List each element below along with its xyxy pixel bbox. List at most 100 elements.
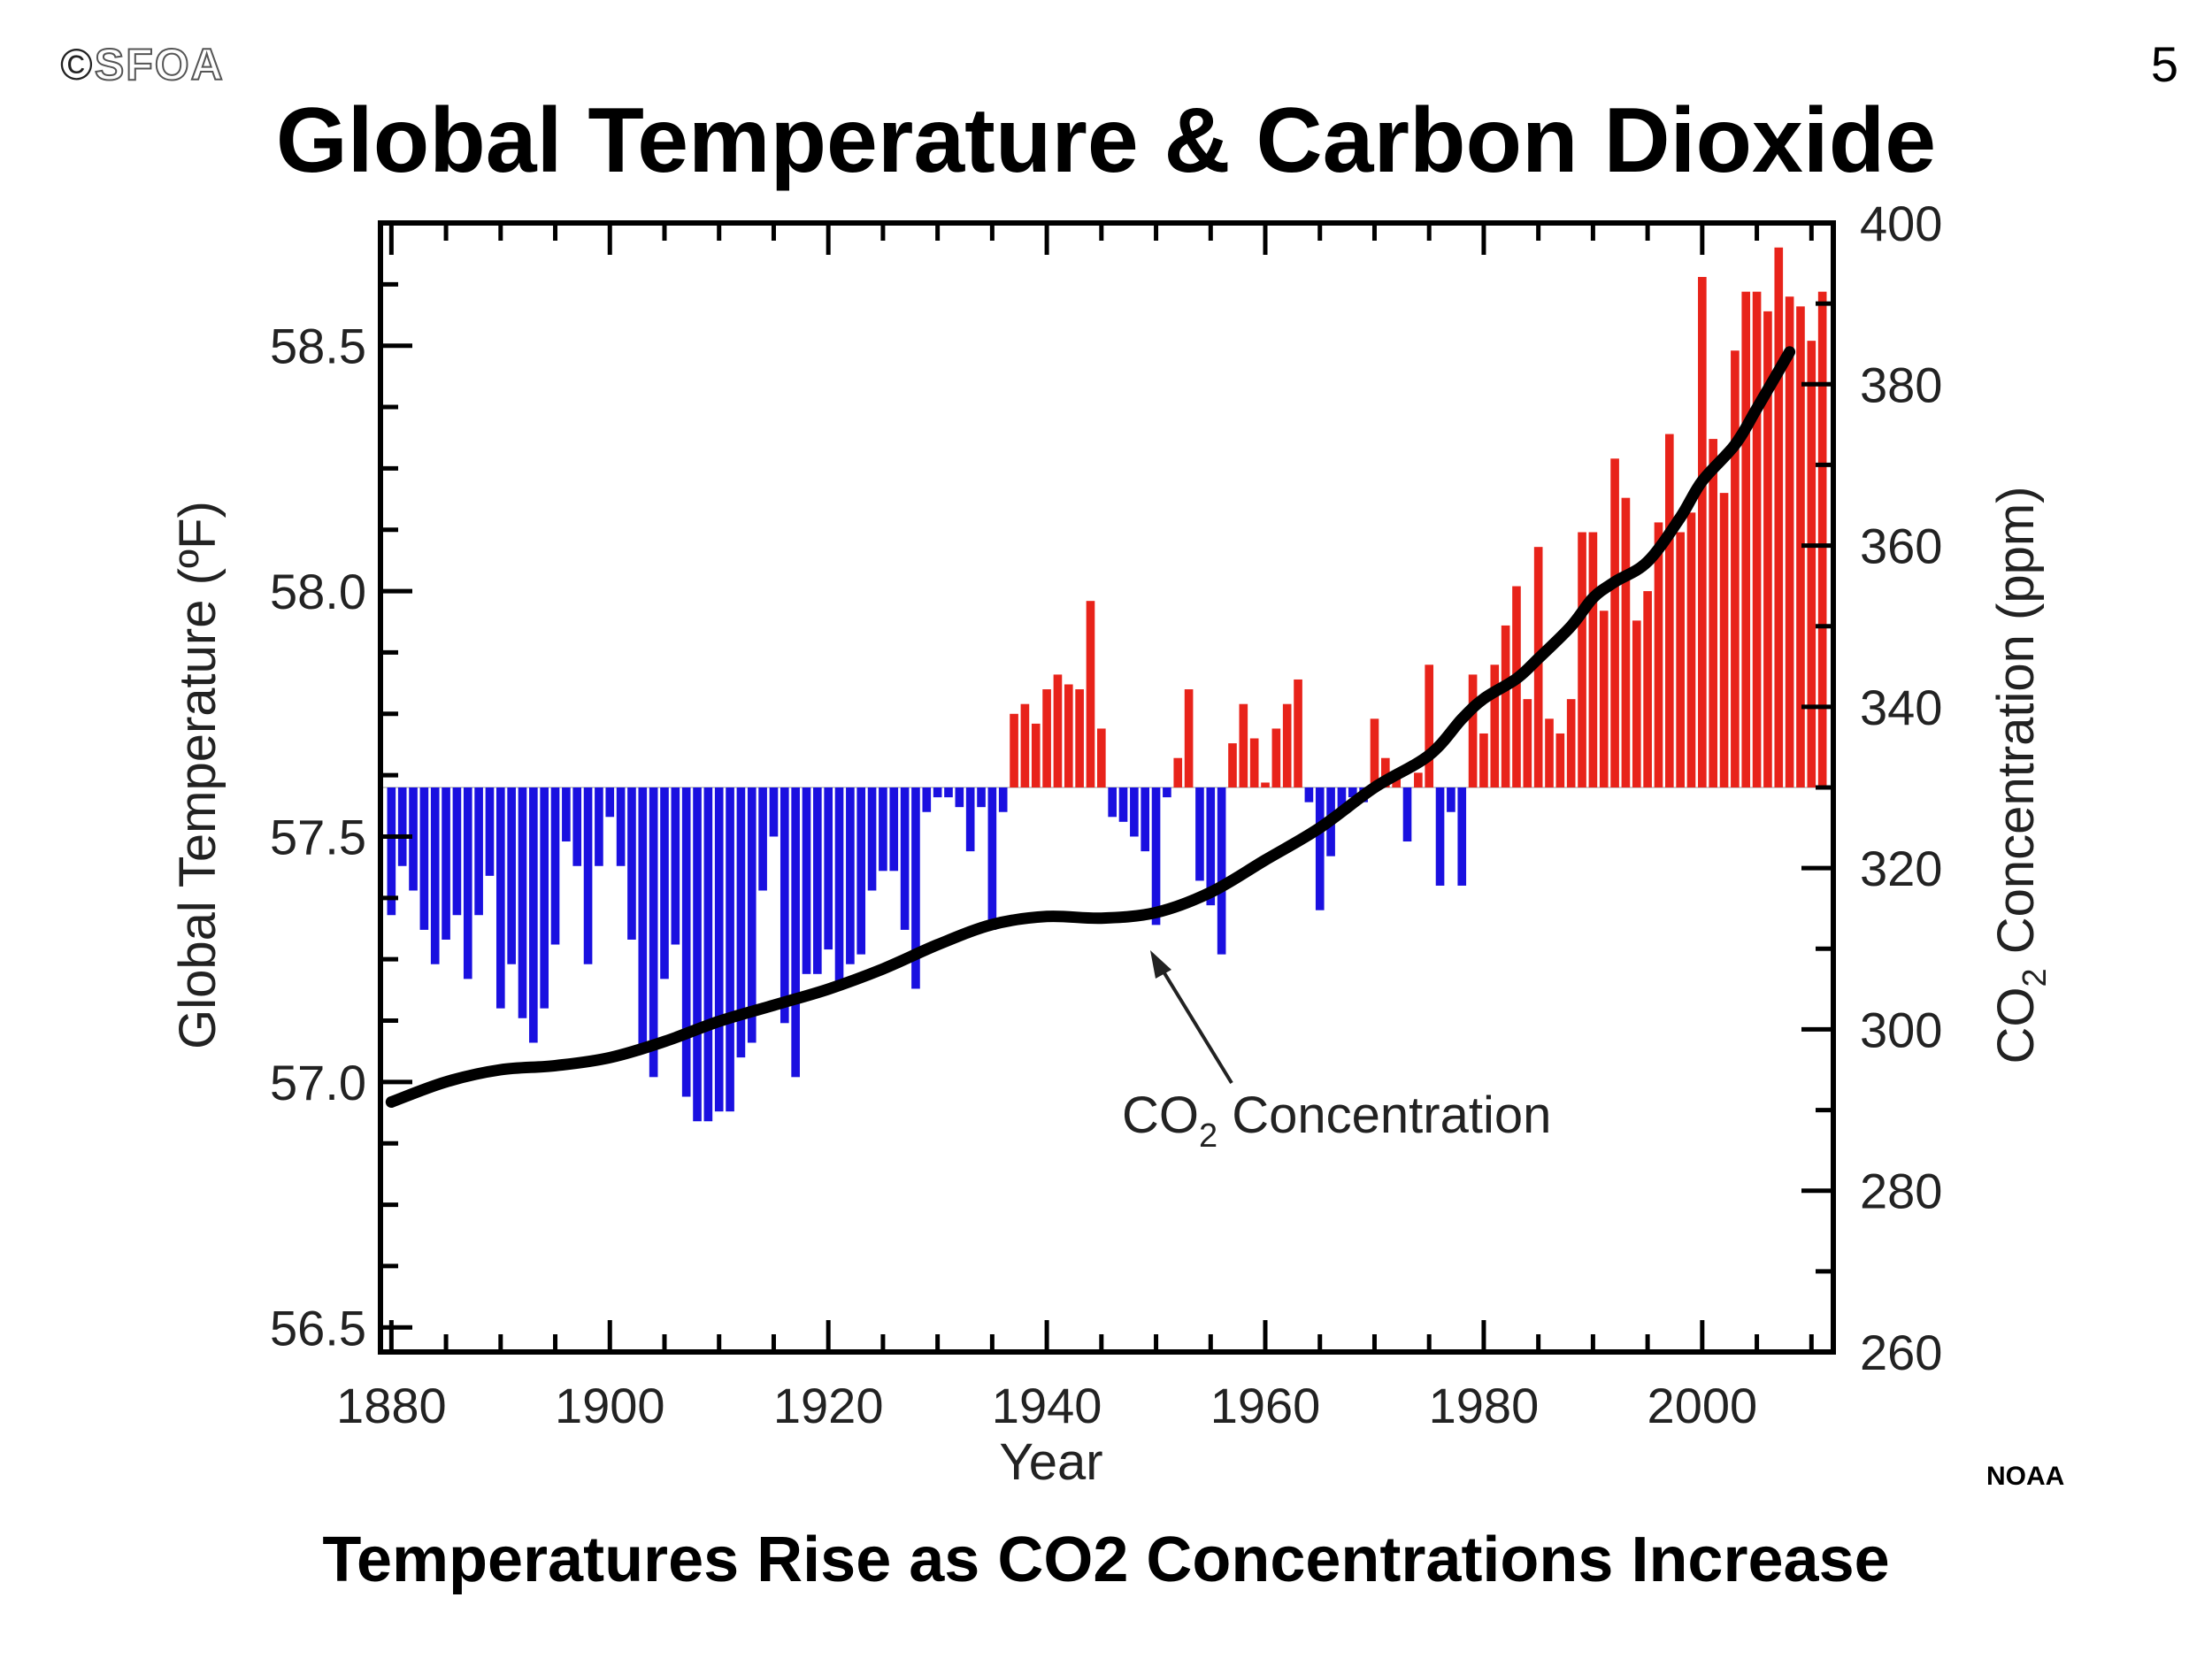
temp-bar-2010	[1807, 341, 1816, 787]
temp-bar-2011	[1817, 291, 1827, 787]
temp-bar-1896	[562, 787, 571, 842]
temp-bar-1924	[867, 787, 877, 891]
temp-bar-1961	[1271, 728, 1281, 787]
temp-bar-1942	[1064, 684, 1073, 787]
temp-bar-1927	[900, 787, 910, 930]
temp-bar-1964	[1304, 787, 1314, 803]
x-tick-label-1960: 1960	[1210, 1378, 1321, 1433]
temp-bar-1982	[1501, 625, 1510, 787]
temp-bar-1943	[1075, 689, 1084, 787]
temp-bar-1967	[1337, 787, 1347, 812]
temp-bar-1991	[1599, 611, 1609, 787]
temp-bar-1954	[1195, 787, 1204, 881]
y2-tick-label-300: 300	[1860, 1002, 1942, 1057]
temp-bar-1900	[605, 787, 615, 818]
y-tick-label-57.0: 57.0	[270, 1055, 366, 1110]
temp-bar-1913	[747, 787, 757, 1043]
co2-annotation-prefix: CO	[1122, 1087, 1199, 1144]
annotation-arrow	[1157, 963, 1233, 1085]
temp-bar-1883	[419, 787, 429, 930]
temp-bar-1880	[387, 787, 396, 916]
page-number: 5	[2150, 36, 2178, 92]
y-axis-title: Global Temperature (ºF)	[169, 501, 227, 1049]
temp-bar-1904	[649, 787, 658, 1078]
temp-bar-1992	[1610, 458, 1619, 787]
temp-bar-1993	[1621, 497, 1631, 787]
co2-concentration-line	[385, 346, 1796, 1108]
temp-bar-1953	[1184, 689, 1194, 787]
temp-bar-1998	[1676, 532, 1685, 787]
temp-bar-1962	[1282, 703, 1292, 787]
temp-bar-1929	[922, 787, 932, 812]
y2-tick-label-340: 340	[1860, 680, 1942, 735]
y-tick-label-58.5: 58.5	[270, 319, 366, 374]
x-tick-label-2000: 2000	[1647, 1378, 1758, 1433]
x-tick-label-1980: 1980	[1429, 1378, 1540, 1433]
temp-bar-2002	[1719, 493, 1729, 787]
temp-bar-1910	[714, 787, 724, 1112]
temp-bar-1983	[1512, 586, 1521, 787]
temp-bar-1948	[1130, 787, 1139, 837]
temp-bar-1947	[1118, 787, 1128, 822]
temp-bar-2001	[1709, 439, 1718, 787]
temp-bar-1963	[1294, 679, 1302, 787]
temp-bar-1984	[1523, 699, 1532, 787]
temp-bar-1936	[998, 787, 1008, 812]
temp-bar-1997	[1665, 434, 1674, 787]
y2-axis-title: CO2 Concentration (ppm)	[1987, 487, 2054, 1064]
page-title: Global Temperature & Carbon Dioxide	[275, 89, 1937, 192]
x-tick-label-1920: 1920	[773, 1378, 884, 1433]
temp-bar-1888	[474, 787, 483, 916]
x-tick-label-1940: 1940	[992, 1378, 1102, 1433]
temp-bar-1990	[1588, 532, 1598, 787]
y2-axis-title-suffix: Concentration (ppm)	[1987, 487, 2045, 969]
x-axis-title: Year	[999, 1433, 1102, 1491]
y2-tick-label-360: 360	[1860, 518, 1942, 574]
temp-bar-1944	[1086, 601, 1095, 787]
temp-bar-1994	[1632, 620, 1641, 787]
y2-tick-label-380: 380	[1860, 357, 1942, 412]
temp-bar-1889	[485, 787, 495, 876]
y-tick-label-56.5: 56.5	[270, 1300, 366, 1356]
temp-bar-1935	[987, 787, 997, 930]
temp-bar-1978	[1457, 787, 1467, 886]
temp-bar-1917	[791, 787, 800, 1078]
axes	[378, 220, 1836, 1355]
temp-bar-1905	[660, 787, 669, 979]
y2-tick-label-400: 400	[1860, 196, 1942, 251]
temp-bar-1890	[495, 787, 505, 1009]
temp-bar-1939	[1031, 723, 1041, 787]
temp-bar-1891	[507, 787, 516, 964]
temp-bar-1933	[965, 787, 975, 852]
temp-bar-1895	[550, 787, 560, 945]
x-tick-label-1900: 1900	[555, 1378, 665, 1433]
copyright-mark: ©SFOA	[60, 39, 225, 90]
temp-bar-1907	[681, 787, 691, 1097]
temp-bar-1995	[1643, 591, 1652, 787]
temp-bar-1903	[638, 787, 648, 1053]
temp-bar-2006	[1763, 311, 1772, 787]
temp-bar-1952	[1173, 757, 1183, 787]
temp-bar-1928	[911, 787, 920, 989]
y2-tick-label-320: 320	[1860, 841, 1942, 896]
temp-bar-1937	[1010, 713, 1018, 787]
annotation-arrowhead	[1150, 950, 1171, 979]
temp-bar-1979	[1468, 674, 1478, 787]
y2-axis-title-prefix: CO	[1987, 987, 2045, 1064]
co2-annotation-subscript: 2	[1199, 1118, 1217, 1155]
temp-bar-1950	[1151, 787, 1161, 926]
temp-bar-1899	[595, 787, 603, 866]
temp-bar-2004	[1741, 291, 1751, 787]
temp-bar-2007	[1774, 247, 1784, 787]
temp-bar-1996	[1654, 522, 1663, 787]
y2-axis-title-subscript: 2	[2016, 968, 2054, 987]
temp-bar-1886	[452, 787, 462, 916]
temp-bar-1940	[1042, 689, 1051, 787]
temp-bar-1945	[1097, 728, 1106, 787]
temp-bar-1938	[1020, 703, 1030, 787]
temp-bar-1923	[856, 787, 866, 955]
temp-bar-1921	[834, 787, 844, 989]
temp-bar-1898	[583, 787, 593, 964]
y2-tick-label-280: 280	[1860, 1164, 1942, 1219]
temp-bar-1957	[1228, 743, 1237, 787]
